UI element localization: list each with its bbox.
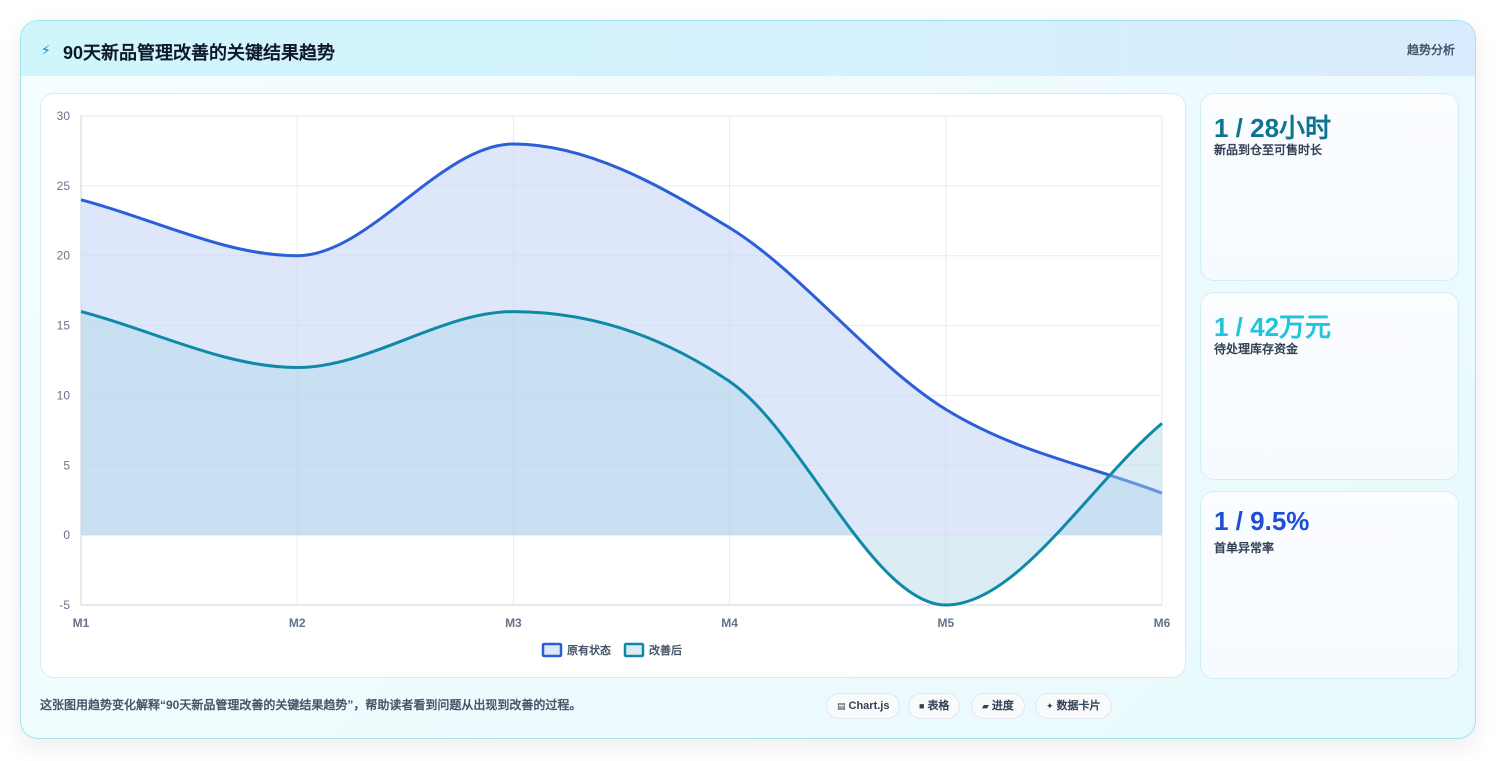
lightning-icon: ⚡ [41, 42, 51, 58]
series-area-2 [81, 311, 1162, 605]
y-tick-label: 15 [57, 319, 71, 333]
chip-label: 数据卡片 [1056, 700, 1101, 712]
x-tick-label: M3 [505, 616, 522, 630]
card-header: ⚡ 90天新品管理改善的关键结果趋势 趋势分析 [21, 21, 1475, 76]
kpi-card-inventory-capital: 1 / 42万元 待处理库存资金 [1200, 292, 1459, 480]
y-tick-label: -5 [59, 598, 70, 612]
chart-icon: ▤ [837, 701, 846, 711]
chip-chartjs[interactable]: ▤ Chart.js [826, 693, 901, 719]
kpi-label: 待处理库存资金 [1214, 342, 1299, 356]
x-tick-label: M1 [73, 616, 90, 630]
chart-caption: 这张图用趋势变化解释“90天新品管理改善的关键结果趋势”，帮助读者看到问题从出现… [40, 698, 582, 712]
kpi-card-lead-time: 1 / 28小时 新品到仓至可售时长 [1200, 93, 1459, 281]
y-tick-label: 20 [57, 249, 71, 263]
y-tick-label: 0 [63, 528, 70, 542]
y-tick-label: 10 [57, 388, 71, 402]
kpi-value: 1 / 28小时 [1214, 113, 1332, 143]
chip-progress[interactable]: ▰ 进度 [971, 693, 1025, 719]
kpi-card-exception-rate: 1 / 9.5% 首单异常率 [1200, 491, 1459, 679]
card-title: 90天新品管理改善的关键结果趋势 [63, 43, 336, 63]
x-tick-label: M4 [721, 616, 738, 630]
chip-data-card[interactable]: ✦ 数据卡片 [1035, 693, 1112, 719]
chip-label: 表格 [927, 700, 950, 712]
legend-swatch [541, 642, 563, 658]
chart-panel: -5 0 5 10 15 20 25 30 M1 M2 M3 M4 M5 M6 原有状态 改善后 [40, 93, 1186, 678]
chip-label: Chart.js [848, 700, 890, 712]
legend-label: 原有状态 [567, 643, 611, 657]
x-tick-label: M2 [289, 616, 306, 630]
x-tick-label: M6 [1154, 616, 1171, 630]
kpi-value: 1 / 9.5% [1214, 506, 1310, 536]
y-tick-label: 5 [63, 458, 70, 472]
chip-label: 进度 [991, 700, 1014, 712]
kpi-label: 首单异常率 [1214, 541, 1275, 555]
progress-icon: ▰ [982, 701, 989, 711]
chip-table[interactable]: ■ 表格 [908, 693, 961, 719]
area-chart: -5 0 5 10 15 20 25 30 M1 M2 M3 M4 M5 M6 原有状态 改善后 [57, 109, 1171, 658]
sparkle-icon: ✦ [1046, 701, 1054, 711]
chart-card: ⚡ 90天新品管理改善的关键结果趋势 趋势分析 -5 0 5 10 15 20 25 30 M1… [20, 20, 1476, 739]
kpi-label: 新品到仓至可售时长 [1214, 143, 1323, 157]
legend-label: 改善后 [649, 643, 682, 657]
header-badge: 趋势分析 [1406, 43, 1455, 57]
x-tick-label: M5 [937, 616, 954, 630]
y-tick-label: 25 [57, 179, 71, 193]
series-area-1 [81, 143, 1162, 536]
table-icon: ■ [919, 701, 925, 711]
series-line-2 [80, 310, 1163, 607]
y-tick-label: 30 [57, 109, 71, 123]
series-line-1 [80, 142, 1163, 495]
legend-swatch [623, 642, 645, 658]
kpi-value: 1 / 42万元 [1214, 312, 1332, 342]
